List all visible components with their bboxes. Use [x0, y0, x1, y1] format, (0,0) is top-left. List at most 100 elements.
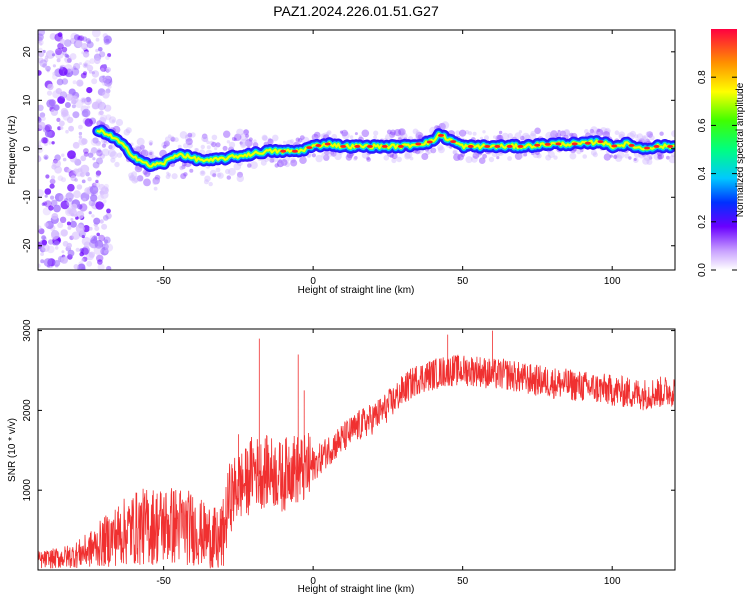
noise-blob [60, 229, 68, 237]
halo-blob [185, 134, 189, 138]
halo-blob [244, 137, 249, 141]
halo-blob [438, 122, 446, 131]
halo-blob [200, 144, 205, 150]
halo-blob [358, 135, 363, 139]
noise-blob [53, 204, 61, 213]
halo-blob [590, 126, 598, 134]
y-tick-label: 1000 [22, 479, 33, 502]
halo-blob [280, 159, 288, 166]
halo-blob [134, 145, 141, 152]
colorbar-gradient [711, 29, 737, 270]
halo-blob [645, 138, 650, 144]
noise-blob [73, 264, 79, 270]
halo-blob [452, 150, 457, 155]
noise-blob [72, 141, 80, 149]
halo-blob [354, 156, 358, 160]
halo-blob [567, 133, 571, 137]
noise-blob [83, 151, 89, 157]
noise-blob [61, 153, 65, 157]
halo-blob [421, 153, 429, 160]
ridge-peak [426, 140, 433, 144]
noise-blob [71, 231, 81, 240]
noise-blob [38, 155, 42, 163]
noise-blob [59, 66, 64, 70]
halo-blob [326, 131, 330, 136]
halo-blob [247, 163, 252, 168]
noise-blob [44, 194, 48, 198]
y-tick-label: -20 [22, 238, 33, 253]
halo-blob [484, 135, 489, 141]
halo-blob [478, 157, 486, 164]
noise-blob [82, 62, 89, 69]
halo-blob [209, 169, 217, 177]
halo-blob [239, 132, 248, 141]
noise-blob [100, 67, 105, 72]
noise-blob [38, 104, 44, 111]
noise-blob [47, 245, 55, 254]
noise-blob [80, 155, 87, 162]
noise-blob [89, 235, 95, 240]
halo-blob [646, 131, 654, 138]
halo-blob [327, 150, 334, 157]
ridge-peak [534, 143, 541, 147]
halo-blob [394, 129, 402, 137]
noise-blob [96, 232, 100, 237]
noise-blob [65, 192, 74, 201]
halo-blob [518, 130, 523, 134]
halo-blob [166, 171, 170, 175]
halo-blob [170, 136, 176, 142]
halo-blob [391, 157, 397, 164]
noise-blob [76, 184, 83, 190]
noise-blob [82, 225, 90, 233]
noise-blob [59, 126, 64, 130]
halo-blob [582, 154, 587, 159]
halo-blob [326, 130, 332, 136]
halo-blob [668, 155, 675, 164]
halo-blob [131, 177, 138, 184]
noise-blob [58, 195, 65, 202]
ridge-peak [324, 142, 331, 146]
noise-blob [90, 147, 98, 154]
halo-blob [641, 135, 648, 142]
halo-blob [131, 171, 138, 178]
noise-blob [66, 116, 74, 124]
halo-blob [203, 179, 209, 185]
halo-blob [116, 152, 123, 158]
noise-blob [95, 179, 99, 184]
noise-blob [44, 156, 48, 160]
halo-blob [101, 148, 110, 157]
noise-blob [79, 172, 85, 178]
noise-blob [56, 58, 61, 63]
noise-blob [44, 130, 53, 138]
halo-blob [647, 133, 653, 139]
noise-blob [54, 154, 61, 161]
halo-blob [180, 173, 187, 180]
halo-blob [417, 134, 423, 140]
halo-blob [507, 156, 512, 161]
noise-blob [82, 108, 91, 118]
halo-blob [545, 154, 552, 161]
halo-blob [185, 138, 193, 146]
snr-series-line [38, 330, 675, 569]
halo-blob [214, 147, 218, 151]
halo-blob [383, 155, 390, 161]
halo-blob [262, 135, 268, 142]
noise-blob [89, 226, 93, 231]
halo-blob [659, 131, 664, 136]
halo-blob [108, 116, 117, 124]
ridge-peak [584, 141, 591, 145]
x-tick-label: 50 [457, 276, 469, 287]
noise-blob [61, 250, 65, 254]
halo-blob [501, 132, 510, 141]
halo-blob [323, 154, 330, 161]
noise-blob [74, 178, 78, 182]
noise-blob [41, 116, 46, 121]
noise-blob [89, 58, 96, 64]
noise-blob [54, 240, 60, 246]
halo-blob [472, 152, 480, 159]
noise-blob [82, 36, 88, 42]
noise-blob [88, 211, 92, 215]
halo-blob [177, 144, 182, 149]
noise-blob [60, 200, 70, 210]
halo-blob [231, 136, 236, 141]
